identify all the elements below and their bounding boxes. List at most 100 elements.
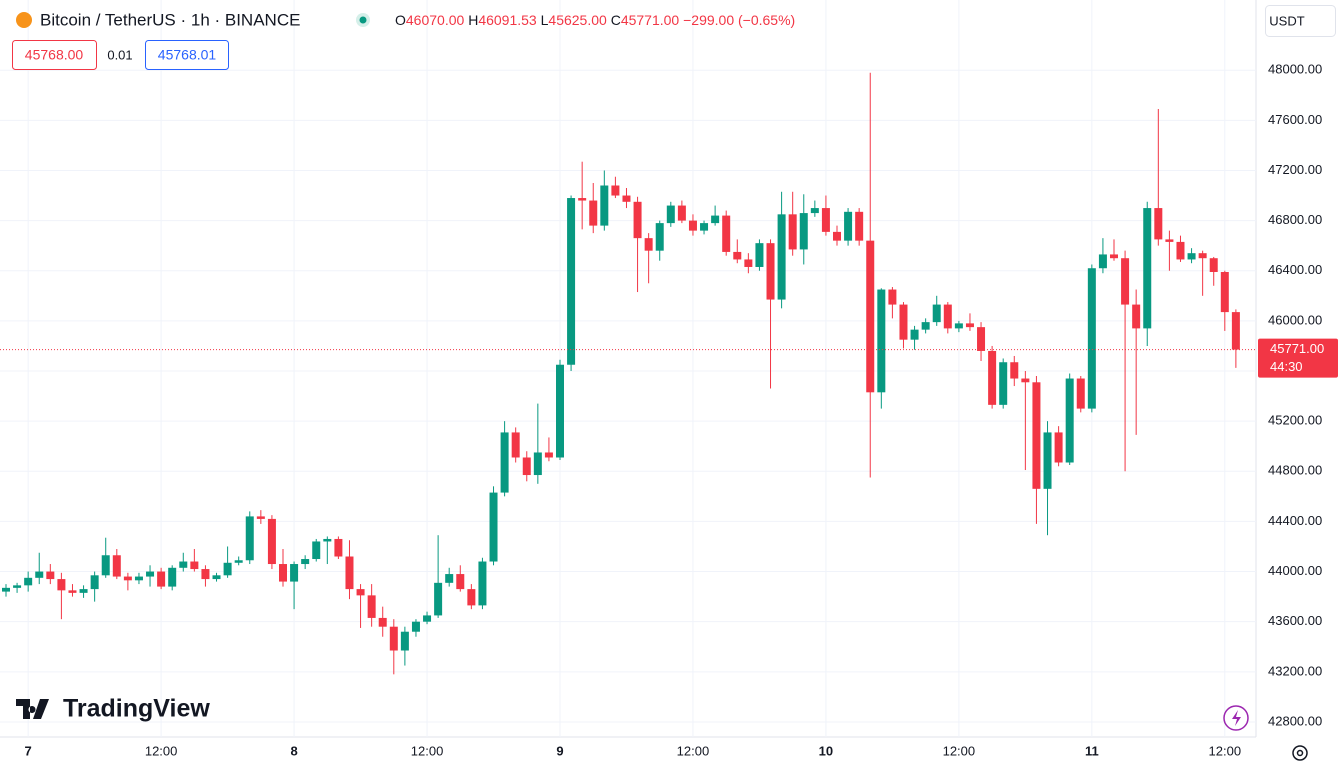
y-tick-label: 43600.00: [1268, 613, 1322, 628]
y-tick-label: 47200.00: [1268, 162, 1322, 177]
candle-body: [688, 220, 697, 231]
candle-body: [301, 559, 310, 565]
ohlc: O46070.00 H46091.53 L45625.00 C45771.00 …: [395, 12, 795, 28]
candle-body: [256, 516, 265, 519]
candle-body: [90, 575, 99, 590]
ohlc-value: 45771.00: [621, 12, 680, 28]
candle-body: [24, 577, 33, 586]
candle-body: [954, 323, 963, 329]
candle-body: [456, 574, 465, 590]
candle-body: [522, 457, 531, 476]
last-price-box: [1258, 338, 1338, 378]
candle-body: [323, 538, 332, 542]
candle-body: [633, 201, 642, 239]
candle-body: [965, 323, 974, 328]
candle-body: [677, 205, 686, 221]
x-tick-label: 9: [556, 743, 563, 758]
candle-body: [766, 243, 775, 300]
candle-body: [622, 195, 631, 202]
candle-body: [511, 432, 520, 458]
candle-body: [1121, 258, 1130, 305]
candle-body: [700, 223, 709, 231]
candle-body: [356, 589, 365, 596]
candle-body: [1187, 253, 1196, 260]
x-tick-label: 7: [25, 743, 32, 758]
candle-body: [711, 215, 720, 224]
candle-body: [655, 223, 664, 251]
last-price-label: 45771.00: [1270, 341, 1324, 356]
axes: 42800.00 43200.00 43600.00 44000.00 44400.00…: [25, 62, 1338, 758]
candle-body: [423, 615, 432, 622]
buy-price[interactable]: 45768.01: [158, 47, 217, 63]
candle-body: [2, 587, 10, 592]
change: −299.00 (−0.65%): [683, 12, 795, 28]
candle-body: [279, 564, 287, 582]
candle-body: [611, 185, 620, 196]
candle-body: [600, 185, 609, 226]
ohlc-value: 45625.00: [548, 12, 607, 28]
candle-body: [1054, 432, 1063, 463]
candle-body: [112, 555, 121, 577]
candle-body: [345, 556, 354, 590]
candle-body: [589, 200, 598, 226]
candle-body: [777, 214, 786, 300]
candle-body: [290, 564, 299, 582]
symbol: Bitcoin / TetherUS · 1h · BINANCE: [40, 10, 300, 29]
currency-dropdown[interactable]: [1265, 5, 1336, 37]
candle-body: [411, 621, 420, 632]
spread: 0.01: [107, 47, 132, 62]
candle-body: [312, 541, 321, 560]
candle-body: [855, 211, 864, 241]
candle-body: [57, 579, 66, 591]
candle-body: [234, 560, 243, 563]
candle-body: [910, 329, 919, 340]
candle-body: [146, 571, 155, 577]
coin-icon: [16, 12, 32, 28]
plot: [0, 72, 1256, 675]
candle-body: [190, 561, 199, 570]
logo-icon: [16, 699, 49, 719]
candle-body: [788, 214, 797, 250]
y-tick-label: 44800.00: [1268, 463, 1322, 478]
candle-body: [644, 238, 653, 251]
candle-body: [1165, 239, 1174, 242]
candle-body: [932, 304, 941, 323]
candle-body: [1032, 382, 1041, 489]
x-tick-label: 12:00: [677, 743, 710, 758]
candle-body: [578, 198, 587, 201]
x-tick-label: 10: [819, 743, 833, 758]
y-tick-label: 43200.00: [1268, 663, 1322, 678]
status-dot: [359, 16, 367, 24]
candle-body: [445, 574, 454, 583]
candle-body: [999, 362, 1008, 405]
candle-body: [810, 208, 819, 214]
candle-body: [899, 304, 908, 340]
x-tick-label: 11: [1085, 743, 1099, 758]
candle-body: [567, 198, 576, 365]
candle-body: [467, 589, 476, 606]
candle-body: [434, 582, 443, 616]
candle-body: [744, 259, 753, 267]
candle-body: [1043, 432, 1052, 489]
buy-button[interactable]: [145, 40, 229, 70]
x-tick-label: 12:00: [943, 743, 976, 758]
candle-body: [367, 595, 376, 618]
settings-icon-center: [1296, 749, 1304, 757]
y-tick-label: 42800.00: [1268, 713, 1322, 728]
candle-body: [943, 304, 952, 329]
candle-body: [400, 631, 409, 651]
candle-body: [1209, 258, 1218, 272]
currency[interactable]: USDT: [1269, 13, 1304, 28]
ohlc-label: L: [541, 12, 549, 28]
sell-button[interactable]: [12, 40, 97, 70]
x-tick-label: 12:00: [411, 743, 444, 758]
sell-price[interactable]: 45768.00: [25, 47, 84, 63]
ohlc-label: H: [468, 12, 478, 28]
candle-body: [489, 492, 498, 562]
candle-body: [866, 240, 875, 393]
settings-icon[interactable]: [1292, 745, 1308, 761]
ohlc-value: 46091.53: [478, 12, 537, 28]
candle-body: [1021, 378, 1030, 383]
candle-body: [101, 555, 110, 576]
